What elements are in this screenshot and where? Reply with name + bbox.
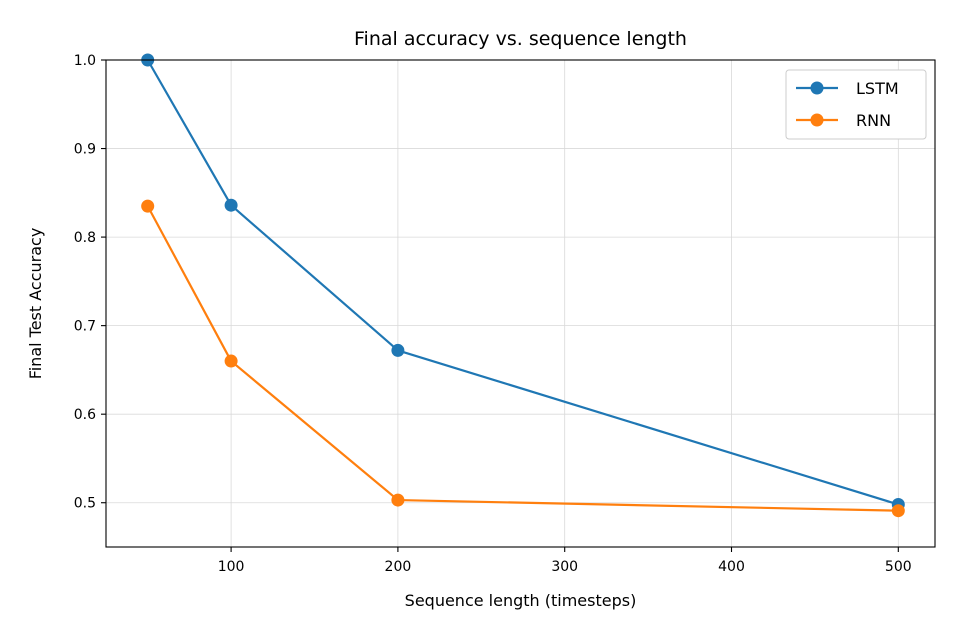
x-tick-label: 400 (718, 559, 745, 575)
x-tick-label: 100 (218, 559, 245, 575)
chart-title: Final accuracy vs. sequence length (354, 28, 687, 50)
y-tick-label: 1.0 (74, 53, 96, 69)
series-line (146, 59, 899, 506)
legend-label: RNN (856, 111, 891, 130)
x-tick-label: 500 (885, 559, 912, 575)
y-axis-label: Final Test Accuracy (26, 228, 45, 380)
series-lstm (141, 53, 905, 511)
y-tick-label: 0.7 (74, 319, 96, 335)
x-axis-ticks: 100 200 300 400 500 (218, 547, 912, 575)
y-tick-label: 0.8 (74, 230, 96, 246)
data-point (391, 493, 405, 507)
plot-area-frame (105, 59, 936, 548)
y-tick-label: 0.6 (74, 407, 96, 423)
data-point (224, 198, 238, 212)
legend-items: LSTM RNN (796, 79, 899, 130)
legend-marker (810, 113, 824, 127)
legend-item-lstm: LSTM (796, 79, 899, 98)
data-point (141, 199, 155, 213)
data-point (224, 354, 238, 368)
y-tick-label: 0.5 (74, 496, 96, 512)
y-axis-ticks: 0.5 0.6 0.7 0.8 0.9 1.0 (74, 53, 106, 512)
data-point (391, 343, 405, 357)
data-point (891, 504, 905, 518)
y-tick-label: 0.9 (74, 142, 96, 158)
x-tick-label: 200 (385, 559, 412, 575)
series-layer (141, 53, 905, 518)
legend-label: LSTM (856, 79, 899, 98)
x-tick-label: 300 (551, 559, 578, 575)
legend: LSTM RNN (785, 69, 927, 140)
series-rnn (141, 199, 905, 518)
series-line (146, 205, 899, 512)
x-axis-label: Sequence length (timesteps) (405, 591, 637, 610)
legend-marker (810, 81, 824, 95)
legend-item-rnn: RNN (796, 111, 891, 130)
